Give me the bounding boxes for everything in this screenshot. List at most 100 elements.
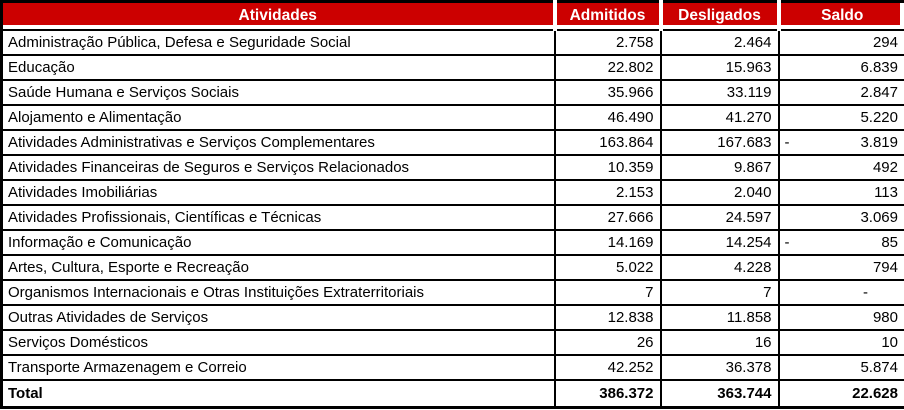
saldo-cell: 294 <box>777 29 904 56</box>
table-row: Atividades Imobiliárias 2.153 2.040 113 <box>0 179 904 206</box>
activity-name-cell: Outras Atividades de Serviços <box>0 304 556 331</box>
desligados-cell: 2.040 <box>659 179 780 206</box>
saldo-value: 294 <box>872 34 898 51</box>
table-row: Artes, Cultura, Esporte e Recreação 5.022… <box>0 254 904 281</box>
desligados-cell: 41.270 <box>659 104 780 131</box>
saldo-value: 5.220 <box>860 109 898 126</box>
saldo-cell-content: 10 <box>781 332 904 353</box>
saldo-value: 980 <box>872 309 898 326</box>
saldo-cell-content: 794 <box>781 257 904 278</box>
table-row: Atividades Administrativas e Serviços Co… <box>0 129 904 156</box>
activity-name-cell: Atividades Imobiliárias <box>0 179 556 206</box>
desligados-cell: 11.858 <box>659 304 780 331</box>
saldo-cell: 492 <box>777 154 904 181</box>
admitidos-cell: 163.864 <box>553 129 662 156</box>
activity-name-cell: Administração Pública, Defesa e Segurida… <box>0 29 556 56</box>
desligados-cell: 9.867 <box>659 154 780 181</box>
admitidos-cell: 35.966 <box>553 79 662 106</box>
header-admitidos: Admitidos <box>552 1 661 31</box>
table-row: Serviços Domésticos 26 16 10 <box>0 329 904 356</box>
negative-sign: - <box>784 134 790 151</box>
saldo-value: 492 <box>872 159 898 176</box>
saldo-cell: - 85 <box>777 229 904 256</box>
saldo-value: 3.819 <box>860 134 898 151</box>
admitidos-cell: 10.359 <box>553 154 662 181</box>
desligados-cell: 36.378 <box>659 354 780 381</box>
saldo-cell: 980 <box>777 304 904 331</box>
saldo-value: - <box>863 284 868 301</box>
saldo-cell: 3.069 <box>777 204 904 231</box>
header-desligados: Desligados <box>658 1 779 31</box>
total-row: Total 386.372 363.744 22.628 <box>0 379 904 409</box>
admitidos-cell: 42.252 <box>553 354 662 381</box>
saldo-value: 10 <box>881 334 898 351</box>
desligados-cell: 7 <box>659 279 780 306</box>
saldo-cell-content: 492 <box>781 157 904 178</box>
total-desligados-cell: 363.744 <box>659 379 780 409</box>
table-row: Administração Pública, Defesa e Segurida… <box>0 29 904 56</box>
saldo-cell-content: 3.069 <box>781 207 904 228</box>
activity-name-cell: Organismos Internacionais e Otras Instit… <box>0 279 556 306</box>
saldo-cell-content: - <box>781 282 904 303</box>
admitidos-cell: 7 <box>553 279 662 306</box>
desligados-cell: 15.963 <box>659 54 780 81</box>
desligados-cell: 24.597 <box>659 204 780 231</box>
saldo-cell: - <box>777 279 904 306</box>
admitidos-cell: 12.838 <box>553 304 662 331</box>
negative-sign: - <box>784 234 790 251</box>
desligados-cell: 167.683 <box>659 129 780 156</box>
saldo-cell: 113 <box>777 179 904 206</box>
table-row: Atividades Profissionais, Científicas e … <box>0 204 904 231</box>
activity-name-cell: Atividades Financeiras de Seguros e Serv… <box>0 154 556 181</box>
saldo-value: 2.847 <box>860 84 898 101</box>
activity-name-cell: Transporte Armazenagem e Correio <box>0 354 556 381</box>
activity-name-cell: Informação e Comunicação <box>0 229 556 256</box>
saldo-cell-content: 6.839 <box>781 57 904 78</box>
saldo-cell: 6.839 <box>777 54 904 81</box>
admitidos-cell: 46.490 <box>553 104 662 131</box>
saldo-cell: 10 <box>777 329 904 356</box>
saldo-cell: 2.847 <box>777 79 904 106</box>
saldo-value: 6.839 <box>860 59 898 76</box>
desligados-cell: 16 <box>659 329 780 356</box>
saldo-cell-content: - 85 <box>781 232 904 253</box>
saldo-value: 85 <box>881 234 898 251</box>
saldo-value: 3.069 <box>860 209 898 226</box>
saldo-cell-content: 5.874 <box>781 357 904 378</box>
saldo-cell: 794 <box>777 254 904 281</box>
saldo-cell-content: 980 <box>781 307 904 328</box>
header-atividades: Atividades <box>1 1 555 31</box>
saldo-cell: 5.874 <box>777 354 904 381</box>
header-saldo: Saldo <box>776 1 904 31</box>
saldo-cell: 5.220 <box>777 104 904 131</box>
table-row: Organismos Internacionais e Otras Instit… <box>0 279 904 306</box>
desligados-cell: 4.228 <box>659 254 780 281</box>
total-label: Total <box>0 379 556 409</box>
total-saldo-cell: 22.628 <box>777 379 904 409</box>
saldo-cell: - 3.819 <box>777 129 904 156</box>
table-row: Saúde Humana e Serviços Sociais 35.966 33.… <box>0 79 904 106</box>
table-row: Informação e Comunicação 14.169 14.254- 85 <box>0 229 904 256</box>
table-row: Atividades Financeiras de Seguros e Serv… <box>0 154 904 181</box>
table-row: Outras Atividades de Serviços 12.838 11.85… <box>0 304 904 331</box>
admitidos-cell: 2.758 <box>553 29 662 56</box>
activity-name-cell: Saúde Humana e Serviços Sociais <box>0 79 556 106</box>
activity-name-cell: Atividades Profissionais, Científicas e … <box>0 204 556 231</box>
table-row: Transporte Armazenagem e Correio 42.252 36… <box>0 354 904 381</box>
saldo-cell-content: - 3.819 <box>781 132 904 153</box>
activity-name-cell: Atividades Administrativas e Serviços Co… <box>0 129 556 156</box>
activity-name-cell: Educação <box>0 54 556 81</box>
saldo-cell-content: 5.220 <box>781 107 904 128</box>
table-row: Educação 22.802 15.963 6.839 <box>0 54 904 81</box>
admitidos-cell: 27.666 <box>553 204 662 231</box>
admitidos-cell: 26 <box>553 329 662 356</box>
admitidos-cell: 2.153 <box>553 179 662 206</box>
admitidos-cell: 22.802 <box>553 54 662 81</box>
saldo-cell-content: 2.847 <box>781 82 904 103</box>
header-row: Atividades Admitidos Desligados Saldo <box>1 1 904 31</box>
desligados-cell: 2.464 <box>659 29 780 56</box>
saldo-cell-content: 113 <box>781 182 904 203</box>
activity-name-cell: Alojamento e Alimentação <box>0 104 556 131</box>
